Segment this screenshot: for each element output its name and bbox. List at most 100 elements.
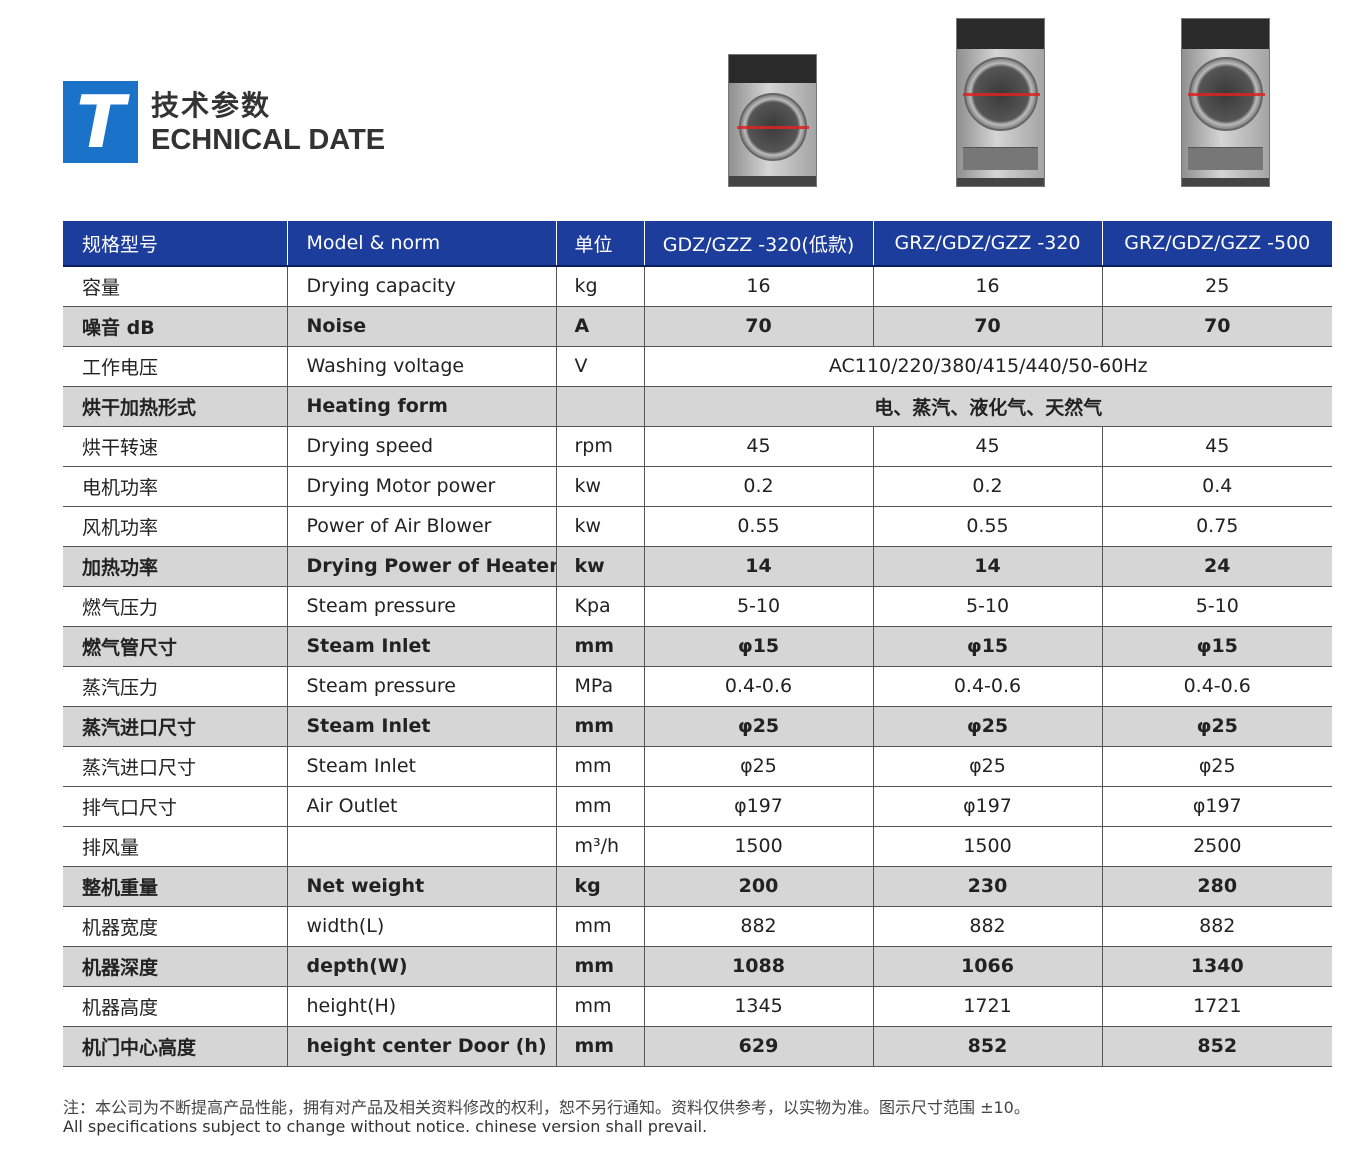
table-row: 工作电压 Washing voltage V AC110/220/380/415…	[63, 346, 1332, 387]
row-label-cn: 蒸汽进口尺寸	[63, 706, 287, 747]
row-value-3: φ15	[1101, 626, 1332, 667]
row-value-3: 45	[1101, 426, 1332, 467]
row-value-1: φ25	[643, 746, 873, 787]
row-value-1: 882	[643, 906, 873, 947]
row-unit: mm	[555, 1026, 644, 1067]
row-label-cn: 烘干转速	[63, 426, 287, 467]
table-row: 烘干加热形式 Heating form 电、蒸汽、液化气、天然气	[63, 386, 1332, 427]
table-row: 蒸汽进口尺寸 Steam Inlet mm φ25 φ25 φ25	[63, 706, 1332, 747]
row-label-cn: 机器宽度	[63, 906, 287, 947]
row-value-1: 629	[643, 1026, 873, 1067]
table-row: 容量 Drying capacity kg 16 16 25	[63, 266, 1332, 307]
footnote-cn: 注：本公司为不断提高产品性能，拥有对产品及相关资料修改的权利，恕不另行通知。资料…	[63, 1098, 1030, 1117]
row-value-2: 14	[872, 546, 1102, 587]
row-value-3: 0.4	[1101, 466, 1332, 507]
row-value-2: 0.4-0.6	[872, 666, 1102, 707]
row-unit: kw	[555, 466, 644, 507]
row-value-1: 45	[643, 426, 873, 467]
row-label-cn: 工作电压	[63, 346, 287, 387]
row-value-1: 14	[643, 546, 873, 587]
row-value-1: 5-10	[643, 586, 873, 627]
row-value-3: 70	[1101, 306, 1332, 347]
row-label-en: height(H)	[286, 986, 556, 1027]
row-label-en: Steam Inlet	[286, 626, 556, 667]
table-row: 加热功率 Drying Power of Heater kw 14 14 24	[63, 546, 1332, 587]
product-image-low-model	[728, 54, 817, 187]
row-unit: V	[555, 346, 644, 387]
product-image-320-model	[956, 18, 1045, 187]
row-label-en: Drying Motor power	[286, 466, 556, 507]
table-header-row: 规格型号 Model & norm 单位 GDZ/GZZ -320(低款) GR…	[63, 221, 1332, 267]
row-label-cn: 排风量	[63, 826, 287, 867]
table-row: 机器宽度 width(L) mm 882 882 882	[63, 906, 1332, 947]
row-value-3: 1721	[1101, 986, 1332, 1027]
row-label-en: Heating form	[286, 386, 556, 427]
row-value-merged: AC110/220/380/415/440/50-60Hz	[643, 346, 1332, 387]
row-label-cn: 电机功率	[63, 466, 287, 507]
row-value-2: φ25	[872, 746, 1102, 787]
row-unit: kg	[555, 266, 644, 307]
table-row: 排风量 m³/h 1500 1500 2500	[63, 826, 1332, 867]
row-value-2: 882	[872, 906, 1102, 947]
row-label-en: Steam Inlet	[286, 706, 556, 747]
row-value-3: 1340	[1101, 946, 1332, 987]
table-row: 排气口尺寸 Air Outlet mm φ197 φ197 φ197	[63, 786, 1332, 827]
row-value-3: 0.4-0.6	[1101, 666, 1332, 707]
row-value-2: 5-10	[872, 586, 1102, 627]
row-value-2: 45	[872, 426, 1102, 467]
header-model-3: GRZ/GDZ/GZZ -500	[1101, 221, 1332, 267]
header-unit: 单位	[555, 221, 645, 267]
row-value-1: φ197	[643, 786, 873, 827]
table-row: 机器深度 depth(W) mm 1088 1066 1340	[63, 946, 1332, 987]
row-label-cn: 燃气压力	[63, 586, 287, 627]
row-label-en: Drying speed	[286, 426, 556, 467]
row-value-1: 70	[643, 306, 873, 347]
row-label-en: Air Outlet	[286, 786, 556, 827]
row-value-3: φ25	[1101, 706, 1332, 747]
table-row: 整机重量 Net weight kg 200 230 280	[63, 866, 1332, 907]
row-unit: kw	[555, 506, 644, 547]
row-unit: m³/h	[555, 826, 644, 867]
row-unit: MPa	[555, 666, 644, 707]
table-row: 机器高度 height(H) mm 1345 1721 1721	[63, 986, 1332, 1027]
row-label-cn: 烘干加热形式	[63, 386, 287, 427]
row-label-en: Washing voltage	[286, 346, 556, 387]
row-value-2: φ15	[872, 626, 1102, 667]
row-label-cn: 噪音 dB	[63, 306, 287, 347]
row-label-cn: 机门中心高度	[63, 1026, 287, 1067]
row-unit	[555, 386, 644, 427]
table-row: 燃气压力 Steam pressure Kpa 5-10 5-10 5-10	[63, 586, 1332, 627]
row-value-3: 0.75	[1101, 506, 1332, 547]
header-model-2: GRZ/GDZ/GZZ -320	[872, 221, 1103, 267]
row-unit: mm	[555, 946, 644, 987]
row-value-1: φ25	[643, 706, 873, 747]
row-unit: mm	[555, 786, 644, 827]
row-label-en: Drying Power of Heater	[286, 546, 556, 587]
row-unit: kw	[555, 546, 644, 587]
row-label-en: Steam Inlet	[286, 746, 556, 787]
row-value-2: 70	[872, 306, 1102, 347]
row-value-3: 852	[1101, 1026, 1332, 1067]
row-value-3: 2500	[1101, 826, 1332, 867]
row-unit: Kpa	[555, 586, 644, 627]
row-value-1: φ15	[643, 626, 873, 667]
row-value-1: 0.55	[643, 506, 873, 547]
row-label-en: Power of Air Blower	[286, 506, 556, 547]
row-value-2: 0.2	[872, 466, 1102, 507]
row-value-merged: 电、蒸汽、液化气、天然气	[643, 386, 1332, 427]
row-label-en: Net weight	[286, 866, 556, 907]
page-title-en: ECHNICAL DATE	[151, 124, 386, 156]
row-value-1: 0.4-0.6	[643, 666, 873, 707]
row-label-en: Steam pressure	[286, 586, 556, 627]
row-label-cn: 排气口尺寸	[63, 786, 287, 827]
row-value-3: φ197	[1101, 786, 1332, 827]
row-value-2: 16	[872, 266, 1102, 307]
row-value-2: 1500	[872, 826, 1102, 867]
table-row: 烘干转速 Drying speed rpm 45 45 45	[63, 426, 1332, 467]
row-label-en: depth(W)	[286, 946, 556, 987]
row-label-en: width(L)	[286, 906, 556, 947]
row-unit: mm	[555, 626, 644, 667]
row-value-2: φ25	[872, 706, 1102, 747]
footnote-en: All specifications subject to change wit…	[63, 1117, 708, 1136]
logo-t-block: T	[63, 81, 138, 163]
